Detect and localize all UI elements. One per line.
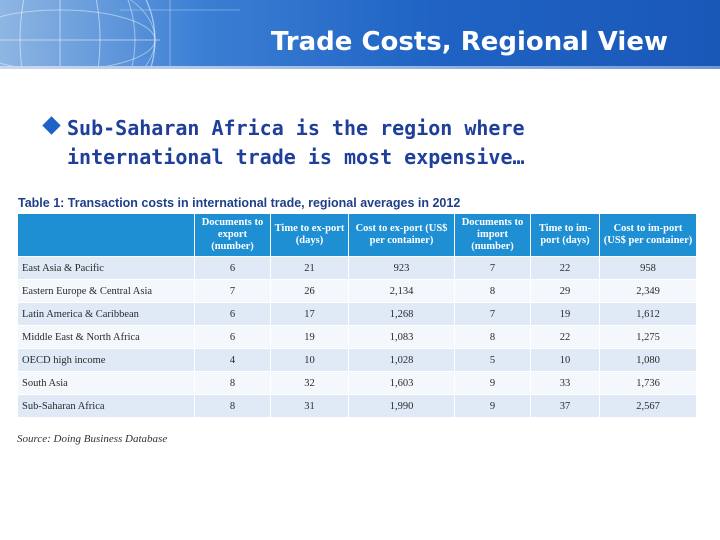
value-cell: 7 (454, 256, 531, 280)
value-cell: 17 (270, 302, 349, 326)
header-cell-cost-import: Cost to im-port (US$ per container) (599, 213, 697, 257)
bullet-point: Sub-Saharan Africa is the region where i… (42, 114, 645, 172)
value-cell: 8 (194, 394, 271, 418)
region-cell: Middle East & North Africa (17, 325, 195, 349)
value-cell: 8 (194, 371, 271, 395)
value-cell: 22 (530, 256, 600, 280)
table-row: South Asia 8 32 1,603 9 33 1,736 (17, 371, 697, 395)
value-cell: 6 (194, 302, 271, 326)
value-cell: 1,612 (599, 302, 697, 326)
value-cell: 9 (454, 371, 531, 395)
value-cell: 8 (454, 325, 531, 349)
table-header-row: Documents to export (number) Time to ex-… (17, 213, 697, 257)
value-cell: 923 (348, 256, 455, 280)
region-cell: Sub-Saharan Africa (17, 394, 195, 418)
value-cell: 10 (530, 348, 600, 372)
bullet-text: Sub-Saharan Africa is the region where i… (67, 116, 525, 169)
value-cell: 1,736 (599, 371, 697, 395)
table-row: OECD high income 4 10 1,028 5 10 1,080 (17, 348, 697, 372)
table-row: Middle East & North Africa 6 19 1,083 8 … (17, 325, 697, 349)
table-row: East Asia & Pacific 6 21 923 7 22 958 (17, 256, 697, 280)
table-row: Eastern Europe & Central Asia 7 26 2,134… (17, 279, 697, 303)
value-cell: 26 (270, 279, 349, 303)
header-cell-docs-export: Documents to export (number) (194, 213, 271, 257)
value-cell: 33 (530, 371, 600, 395)
value-cell: 32 (270, 371, 349, 395)
value-cell: 10 (270, 348, 349, 372)
table-source-note: Source: Doing Business Database (17, 433, 168, 445)
value-cell: 7 (454, 302, 531, 326)
value-cell: 7 (194, 279, 271, 303)
value-cell: 8 (454, 279, 531, 303)
transaction-costs-table: Documents to export (number) Time to ex-… (17, 213, 697, 418)
header-cell-time-import: Time to im-port (days) (530, 213, 600, 257)
value-cell: 1,275 (599, 325, 697, 349)
value-cell: 4 (194, 348, 271, 372)
value-cell: 2,567 (599, 394, 697, 418)
value-cell: 22 (530, 325, 600, 349)
header-cell-docs-import: Documents to import (number) (454, 213, 531, 257)
value-cell: 9 (454, 394, 531, 418)
value-cell: 31 (270, 394, 349, 418)
value-cell: 21 (270, 256, 349, 280)
value-cell: 29 (530, 279, 600, 303)
value-cell: 1,080 (599, 348, 697, 372)
title-banner: Trade Costs, Regional View (0, 0, 720, 66)
value-cell: 958 (599, 256, 697, 280)
value-cell: 1,990 (348, 394, 455, 418)
header-cell-region (17, 213, 195, 257)
value-cell: 5 (454, 348, 531, 372)
value-cell: 1,268 (348, 302, 455, 326)
value-cell: 2,134 (348, 279, 455, 303)
title-divider (0, 66, 720, 69)
table-row: Sub-Saharan Africa 8 31 1,990 9 37 2,567 (17, 394, 697, 418)
region-cell: East Asia & Pacific (17, 256, 195, 280)
value-cell: 2,349 (599, 279, 697, 303)
value-cell: 6 (194, 256, 271, 280)
table-caption: Table 1: Transaction costs in internatio… (18, 196, 461, 210)
region-cell: South Asia (17, 371, 195, 395)
header-cell-time-export: Time to ex-port (days) (270, 213, 349, 257)
page-title: Trade Costs, Regional View (270, 27, 668, 57)
region-cell: Latin America & Caribbean (17, 302, 195, 326)
value-cell: 1,603 (348, 371, 455, 395)
globe-graphic (0, 0, 240, 66)
region-cell: OECD high income (17, 348, 195, 372)
value-cell: 1,028 (348, 348, 455, 372)
table-row: Latin America & Caribbean 6 17 1,268 7 1… (17, 302, 697, 326)
value-cell: 37 (530, 394, 600, 418)
value-cell: 1,083 (348, 325, 455, 349)
value-cell: 19 (270, 325, 349, 349)
value-cell: 19 (530, 302, 600, 326)
region-cell: Eastern Europe & Central Asia (17, 279, 195, 303)
header-cell-cost-export: Cost to ex-port (US$ per container) (348, 213, 455, 257)
value-cell: 6 (194, 325, 271, 349)
